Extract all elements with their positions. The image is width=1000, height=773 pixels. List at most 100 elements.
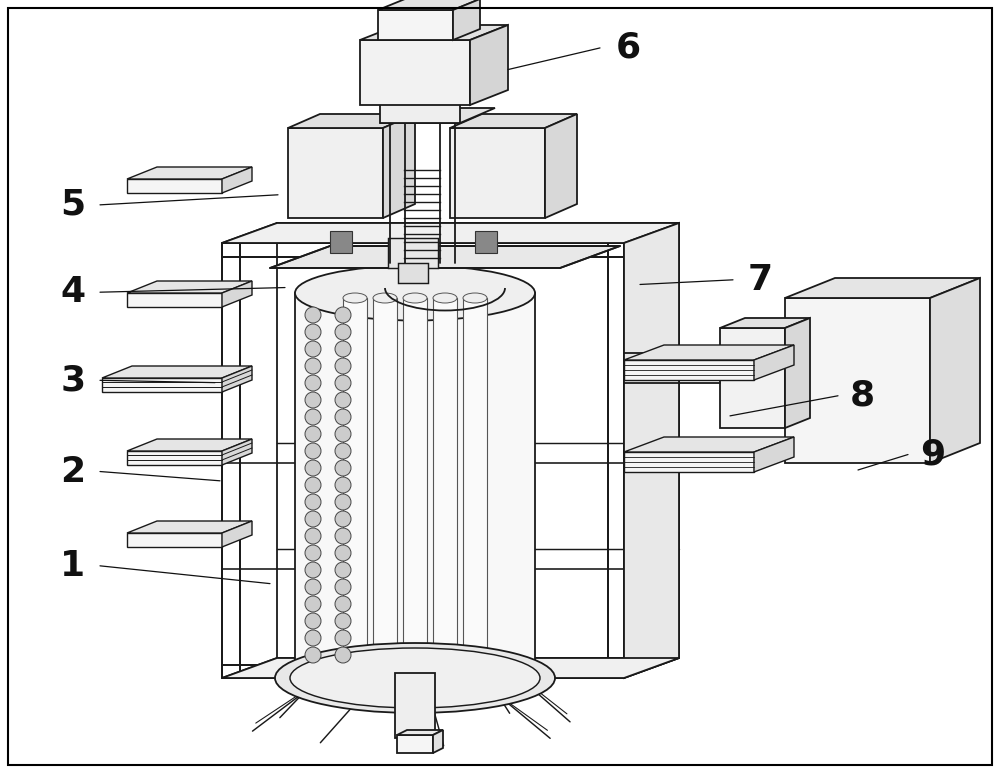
Polygon shape xyxy=(624,452,754,472)
Polygon shape xyxy=(102,378,222,392)
Circle shape xyxy=(305,477,321,493)
Polygon shape xyxy=(222,281,252,307)
Circle shape xyxy=(305,375,321,391)
Circle shape xyxy=(305,426,321,442)
Circle shape xyxy=(335,528,351,544)
Circle shape xyxy=(305,528,321,544)
Polygon shape xyxy=(127,293,222,307)
Bar xyxy=(295,293,535,673)
Circle shape xyxy=(305,341,321,357)
Text: 7: 7 xyxy=(747,263,773,297)
Ellipse shape xyxy=(295,645,535,700)
Bar xyxy=(397,735,433,753)
Circle shape xyxy=(335,511,351,527)
Polygon shape xyxy=(222,223,679,243)
Circle shape xyxy=(305,494,321,510)
Circle shape xyxy=(305,613,321,629)
Circle shape xyxy=(305,511,321,527)
Polygon shape xyxy=(127,167,252,179)
Text: 2: 2 xyxy=(60,455,86,489)
Circle shape xyxy=(335,613,351,629)
Bar xyxy=(388,238,438,268)
Ellipse shape xyxy=(343,293,367,303)
Circle shape xyxy=(305,562,321,578)
Bar xyxy=(360,40,470,105)
Polygon shape xyxy=(222,521,252,547)
Circle shape xyxy=(335,647,351,663)
Circle shape xyxy=(335,426,351,442)
Circle shape xyxy=(335,494,351,510)
Bar xyxy=(378,10,453,40)
Polygon shape xyxy=(127,451,222,465)
Ellipse shape xyxy=(275,643,555,713)
Polygon shape xyxy=(378,0,480,10)
Polygon shape xyxy=(624,360,754,380)
Circle shape xyxy=(305,358,321,374)
Circle shape xyxy=(305,443,321,459)
Circle shape xyxy=(305,647,321,663)
Polygon shape xyxy=(754,345,794,380)
Polygon shape xyxy=(127,179,222,193)
Polygon shape xyxy=(624,345,794,360)
Ellipse shape xyxy=(373,293,397,303)
Polygon shape xyxy=(720,318,810,328)
Ellipse shape xyxy=(290,648,540,708)
Circle shape xyxy=(305,596,321,612)
Circle shape xyxy=(305,324,321,340)
Polygon shape xyxy=(453,0,480,40)
Polygon shape xyxy=(270,246,620,268)
Circle shape xyxy=(305,307,321,323)
Circle shape xyxy=(305,409,321,425)
Polygon shape xyxy=(930,278,980,463)
Polygon shape xyxy=(380,108,495,123)
Ellipse shape xyxy=(295,265,535,321)
Circle shape xyxy=(335,443,351,459)
Bar xyxy=(720,328,785,428)
Circle shape xyxy=(335,324,351,340)
Circle shape xyxy=(335,562,351,578)
Polygon shape xyxy=(222,658,679,678)
Bar xyxy=(373,298,397,668)
Polygon shape xyxy=(222,439,252,465)
Polygon shape xyxy=(127,533,222,547)
Polygon shape xyxy=(288,114,415,128)
Circle shape xyxy=(335,579,351,595)
Polygon shape xyxy=(397,730,443,735)
Circle shape xyxy=(335,307,351,323)
Text: 3: 3 xyxy=(60,363,86,397)
Circle shape xyxy=(305,630,321,646)
Ellipse shape xyxy=(433,293,457,303)
Bar xyxy=(343,298,367,668)
Polygon shape xyxy=(785,278,980,298)
Polygon shape xyxy=(222,366,252,392)
Polygon shape xyxy=(754,437,794,472)
Text: 6: 6 xyxy=(615,31,641,65)
Text: 9: 9 xyxy=(920,438,946,472)
Polygon shape xyxy=(785,318,810,428)
Circle shape xyxy=(335,545,351,561)
Circle shape xyxy=(305,545,321,561)
Text: 1: 1 xyxy=(60,549,86,583)
Polygon shape xyxy=(127,439,252,451)
Bar xyxy=(398,263,428,283)
Circle shape xyxy=(335,460,351,476)
Polygon shape xyxy=(450,114,577,128)
Bar xyxy=(785,298,930,463)
Polygon shape xyxy=(222,167,252,193)
Polygon shape xyxy=(624,437,794,452)
Text: 5: 5 xyxy=(60,188,86,222)
Text: 8: 8 xyxy=(849,379,875,413)
Bar xyxy=(395,673,435,738)
Circle shape xyxy=(305,392,321,408)
Polygon shape xyxy=(360,25,508,40)
Circle shape xyxy=(335,477,351,493)
Bar xyxy=(463,298,487,668)
Circle shape xyxy=(305,460,321,476)
Circle shape xyxy=(335,341,351,357)
Circle shape xyxy=(335,409,351,425)
Circle shape xyxy=(335,392,351,408)
Bar xyxy=(288,128,383,218)
Bar xyxy=(403,298,427,668)
Circle shape xyxy=(335,375,351,391)
Text: 4: 4 xyxy=(60,275,86,309)
